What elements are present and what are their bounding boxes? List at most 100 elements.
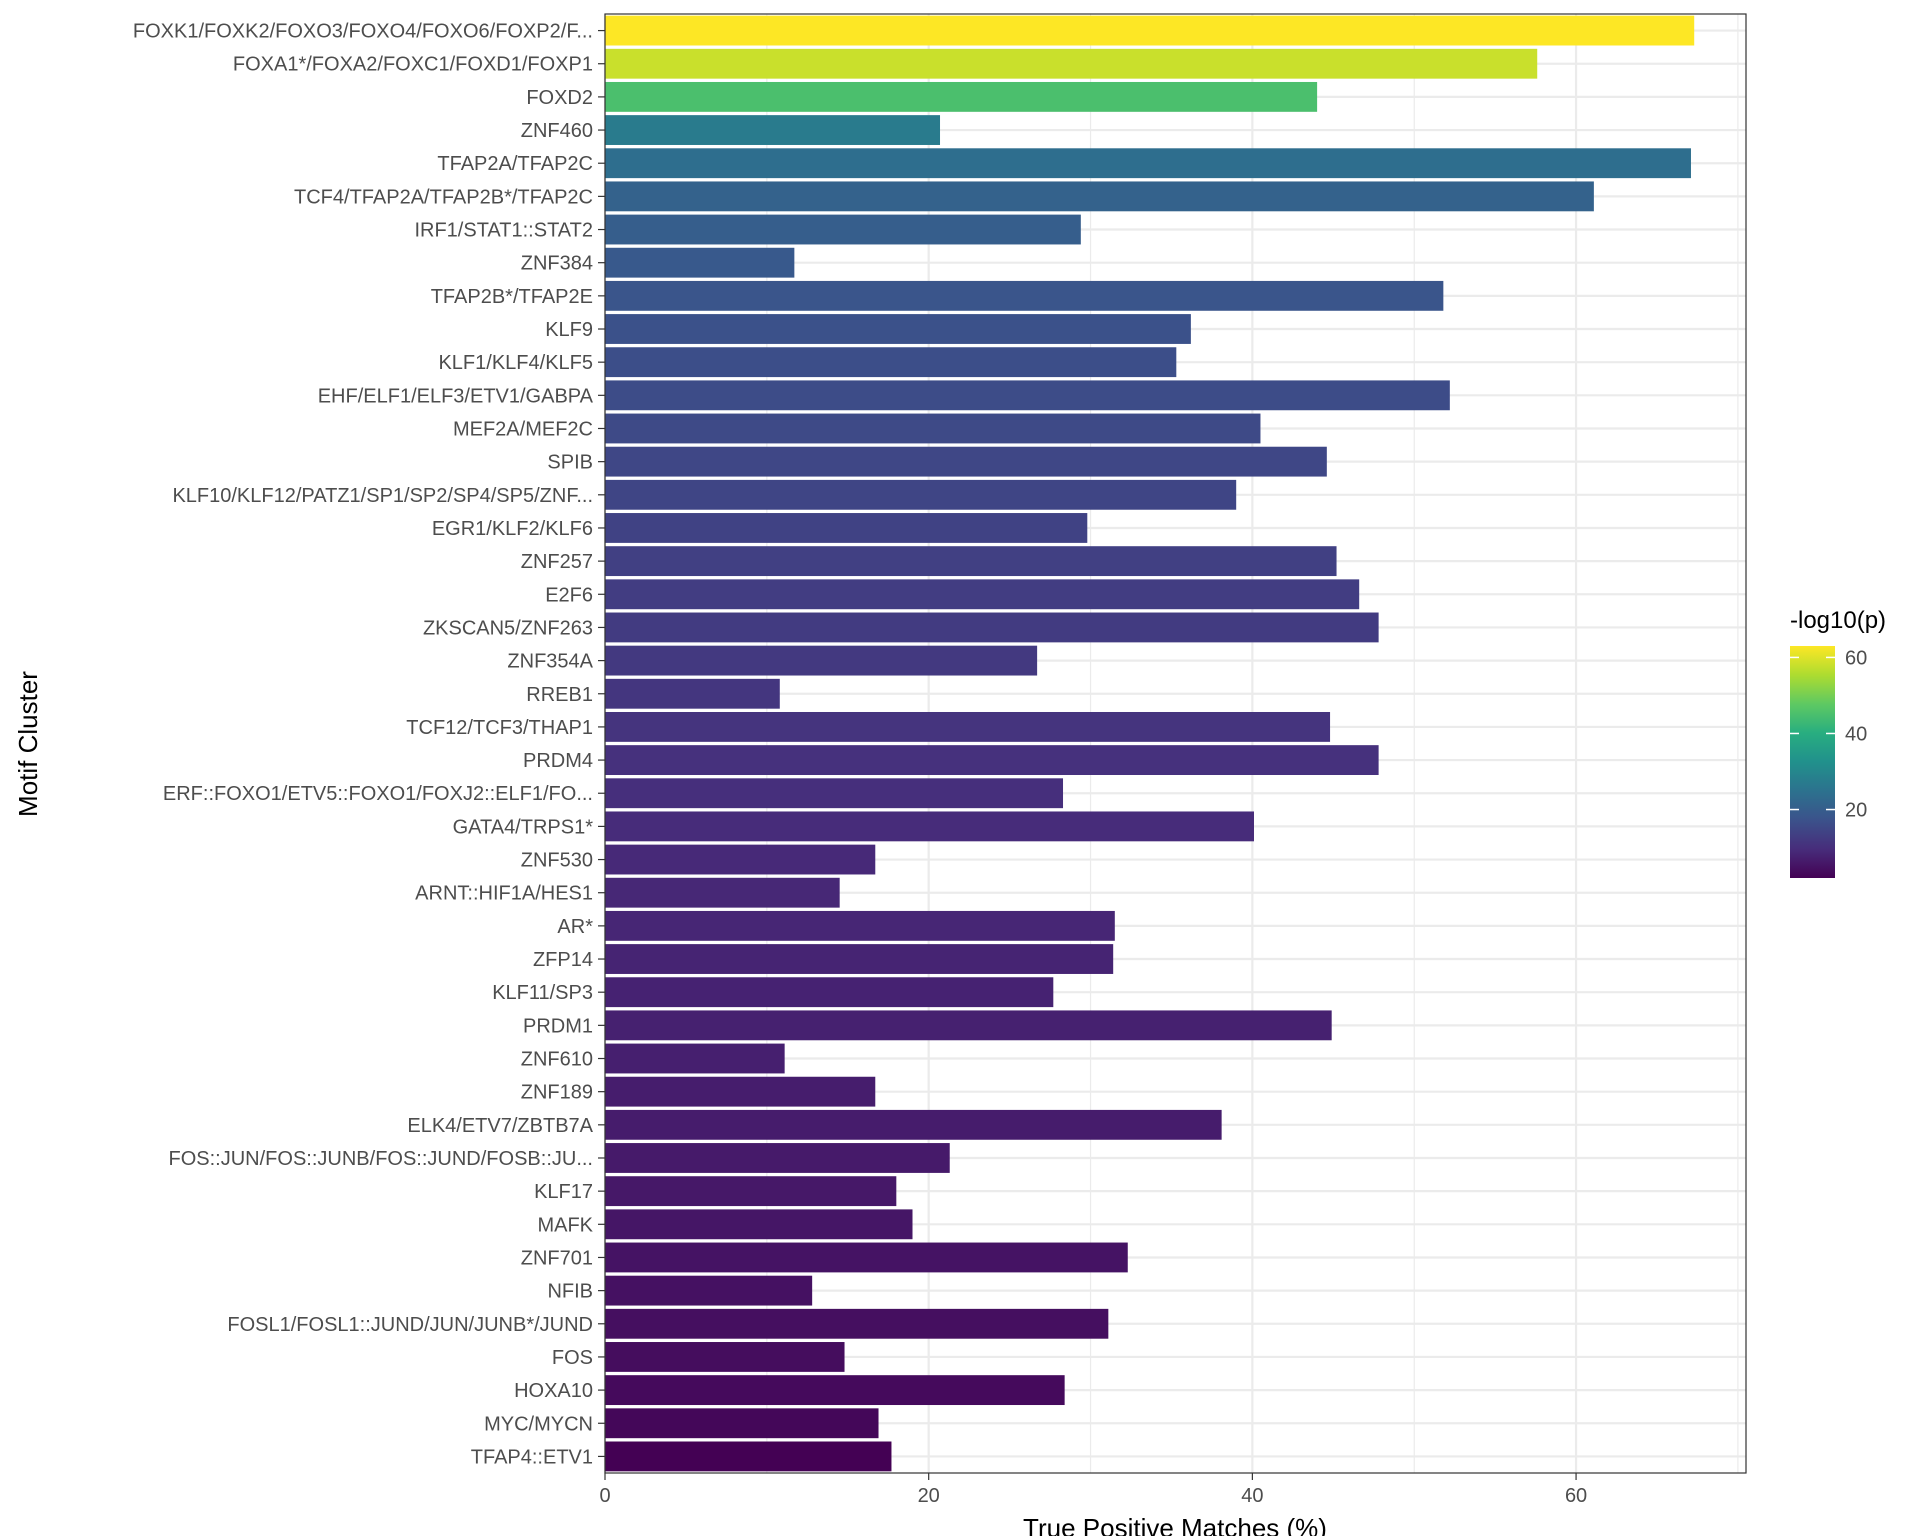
- bar: [605, 1109, 1222, 1140]
- y-tick-label: FOXA1*/FOXA2/FOXC1/FOXD1/FOXP1: [233, 54, 593, 76]
- legend-tick-label: 60: [1845, 647, 1867, 669]
- bar: [605, 280, 1444, 311]
- bar: [605, 579, 1360, 610]
- y-tick-label: ZNF610: [521, 1049, 593, 1071]
- bar: [605, 413, 1261, 444]
- x-tick-label: 40: [1241, 1485, 1263, 1507]
- y-tick-label: ZNF384: [521, 253, 593, 275]
- x-axis-title: True Positive Matches (%): [1023, 1513, 1327, 1536]
- bar: [605, 314, 1191, 344]
- x-tick-label: 20: [918, 1485, 940, 1507]
- bar: [605, 214, 1081, 245]
- bar: [605, 1209, 913, 1240]
- bar: [605, 977, 1054, 1008]
- x-axis-ticks: 0 20 40 60: [599, 1473, 1587, 1507]
- y-tick-label: ZNF257: [521, 551, 593, 573]
- y-tick-label: TFAP4::ETV1: [471, 1446, 593, 1468]
- bar: [605, 1275, 813, 1306]
- bar: [605, 115, 941, 145]
- y-tick-label: MYC/MYCN: [484, 1413, 593, 1435]
- bar: [605, 347, 1177, 378]
- bar: [605, 48, 1538, 79]
- y-tick-label: FOS::JUN/FOS::JUNB/FOS::JUND/FOSB::JU...: [169, 1148, 593, 1170]
- y-tick-label: EHF/ELF1/ELF3/ETV1/GABPA: [318, 385, 594, 407]
- y-tick-label: TFAP2B*/TFAP2E: [431, 286, 593, 308]
- bar: [605, 446, 1327, 477]
- y-tick-label: PRDM4: [523, 750, 593, 772]
- bar: [605, 1375, 1065, 1406]
- bar: [605, 711, 1331, 742]
- bar: [605, 1043, 785, 1074]
- legend-tick-label: 40: [1845, 723, 1867, 745]
- bar: [605, 181, 1594, 212]
- bar: [605, 1076, 876, 1107]
- y-tick-label: FOS: [552, 1347, 593, 1369]
- colorbar: [1790, 646, 1835, 878]
- bar: [605, 1408, 879, 1439]
- y-tick-label: ZNF460: [521, 120, 593, 142]
- y-tick-label: KLF17: [534, 1181, 593, 1203]
- bar: [605, 1242, 1128, 1273]
- y-tick-label: KLF9: [545, 319, 593, 341]
- bar: [605, 1308, 1109, 1339]
- bar: [605, 380, 1450, 411]
- bar: [605, 247, 795, 278]
- bar: [605, 678, 780, 709]
- y-tick-label: ARNT::HIF1A/HES1: [415, 883, 593, 905]
- legend-title: -log10(p): [1790, 607, 1886, 634]
- bar: [605, 148, 1691, 179]
- plot-panel-border: [604, 13, 1747, 1474]
- bars-layer: [605, 15, 1695, 1472]
- y-tick-label: TCF12/TCF3/THAP1: [406, 717, 593, 739]
- legend-tick-label: 20: [1845, 800, 1867, 822]
- bar: [605, 1441, 892, 1472]
- bar: [605, 1342, 845, 1372]
- bar: [605, 1176, 897, 1207]
- bar: [605, 745, 1379, 776]
- bar: [605, 944, 1114, 974]
- y-axis-ticks: FOXK1/FOXK2/FOXO3/FOXO4/FOXO6/FOXP2/F...…: [133, 21, 605, 1468]
- y-tick-label: TCF4/TFAP2A/TFAP2B*/TFAP2C: [294, 186, 593, 208]
- bar: [605, 479, 1237, 510]
- colorbar-legend: -log10(p) 20 40 60: [1790, 607, 1886, 878]
- y-tick-label: FOSL1/FOSL1::JUND/JUN/JUNB*/JUND: [227, 1314, 593, 1336]
- bar: [605, 877, 840, 908]
- x-tick-label: 60: [1565, 1485, 1587, 1507]
- bar: [605, 645, 1038, 676]
- y-tick-label: E2F6: [545, 584, 593, 606]
- y-tick-label: RREB1: [526, 684, 593, 706]
- y-tick-label: FOXK1/FOXK2/FOXO3/FOXO4/FOXO6/FOXP2/F...: [133, 21, 593, 43]
- legend-ticks: 20 40 60: [1790, 647, 1867, 822]
- y-tick-label: KLF11/SP3: [492, 982, 593, 1004]
- bar: [605, 81, 1318, 112]
- bar: [605, 1010, 1332, 1041]
- y-tick-label: KLF10/KLF12/PATZ1/SP1/SP2/SP4/SP5/ZNF...: [172, 485, 593, 507]
- y-tick-label: ZNF189: [521, 1082, 593, 1104]
- bar: [605, 778, 1064, 809]
- y-tick-label: NFIB: [547, 1281, 593, 1303]
- y-tick-label: ZFP14: [533, 949, 593, 971]
- bar: [605, 513, 1088, 543]
- bar: [605, 612, 1379, 643]
- y-tick-label: GATA4/TRPS1*: [453, 816, 594, 838]
- y-tick-label: ZNF530: [521, 850, 593, 872]
- bar: [605, 811, 1254, 842]
- y-tick-label: FOXD2: [526, 87, 593, 109]
- bar: [605, 844, 876, 875]
- y-tick-label: ELK4/ETV7/ZBTB7A: [407, 1115, 593, 1137]
- y-tick-label: ZNF354A: [507, 651, 593, 673]
- y-axis-title: Motif Cluster: [13, 671, 43, 817]
- bar: [605, 546, 1337, 577]
- bar: [605, 1143, 950, 1173]
- x-tick-label: 0: [599, 1485, 610, 1507]
- y-tick-label: IRF1/STAT1::STAT2: [414, 220, 593, 242]
- y-tick-label: KLF1/KLF4/KLF5: [438, 352, 593, 374]
- y-tick-label: TFAP2A/TFAP2C: [437, 153, 593, 175]
- y-tick-label: PRDM1: [523, 1015, 593, 1037]
- y-tick-label: MEF2A/MEF2C: [453, 418, 593, 440]
- bar: [605, 910, 1115, 941]
- y-tick-label: ZNF701: [521, 1247, 593, 1269]
- y-tick-label: MAFK: [537, 1214, 593, 1236]
- y-tick-label: SPIB: [547, 452, 593, 474]
